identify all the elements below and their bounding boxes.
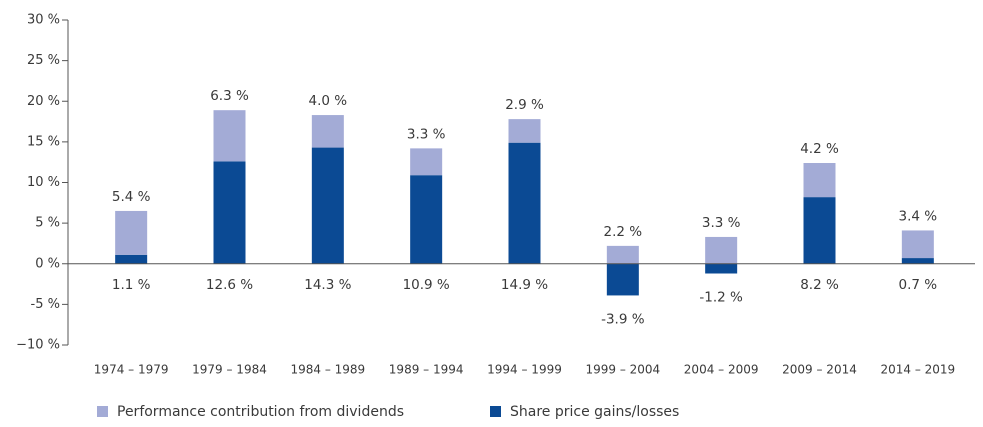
bar-segment — [705, 236, 738, 264]
x-tick-label: 2014 – 2019 — [880, 363, 955, 377]
legend-label: Share price gains/losses — [510, 404, 679, 420]
y-tick-label: 25 % — [27, 53, 60, 68]
x-tick-label: 2004 – 2009 — [684, 363, 759, 377]
x-tick-label: 2009 – 2014 — [782, 363, 857, 377]
value-label: 5.4 % — [112, 189, 151, 205]
value-label: 14.3 % — [304, 277, 351, 293]
value-label: 0.7 % — [899, 277, 938, 293]
value-label: 2.9 % — [505, 97, 544, 113]
y-tick-label: 15 % — [27, 134, 60, 149]
value-label: 4.2 % — [800, 141, 839, 157]
value-label: 1.1 % — [112, 277, 151, 293]
value-label: 8.2 % — [800, 277, 839, 293]
value-label: -1.2 % — [699, 290, 743, 306]
y-tick-label: 20 % — [27, 94, 60, 109]
bar-segment — [410, 175, 443, 264]
value-label: 3.3 % — [407, 126, 446, 142]
y-tick-label: 10 % — [27, 175, 60, 190]
bar-segment — [508, 119, 541, 143]
x-tick-label: 1984 – 1989 — [290, 363, 365, 377]
bar-segment — [901, 258, 934, 264]
value-label: 3.3 % — [702, 215, 741, 231]
value-label: -3.9 % — [601, 311, 645, 327]
x-tick-label: 1974 – 1979 — [94, 363, 169, 377]
bar-segment — [213, 110, 246, 162]
legend-label: Performance contribution from dividends — [117, 404, 404, 420]
bar-segment — [508, 142, 541, 264]
value-label: 4.0 % — [309, 93, 348, 109]
bar-segment — [115, 210, 148, 255]
y-tick-label: 5 % — [35, 216, 60, 231]
y-tick-label: -5 % — [31, 297, 60, 312]
bar-segment — [606, 263, 639, 296]
bar-segment — [115, 254, 148, 264]
y-tick-label: −10 % — [16, 338, 60, 353]
legend-swatch — [97, 406, 108, 417]
bar-segment — [803, 163, 836, 198]
value-label: 6.3 % — [210, 88, 249, 104]
x-tick-label: 1999 – 2004 — [585, 363, 660, 377]
bar-segment — [901, 230, 934, 259]
y-tick-label: 30 % — [27, 13, 60, 28]
bar-segment — [606, 245, 639, 264]
bar-segment — [803, 197, 836, 264]
x-tick-label: 1979 – 1984 — [192, 363, 267, 377]
x-tick-label: 1989 – 1994 — [389, 363, 464, 377]
y-tick-label: 0 % — [35, 256, 60, 271]
value-label: 3.4 % — [899, 208, 938, 224]
value-label: 2.2 % — [604, 224, 643, 240]
value-label: 10.9 % — [403, 277, 450, 293]
bar-segment — [410, 148, 443, 176]
value-label: 14.9 % — [501, 277, 548, 293]
bar-segment — [213, 161, 246, 264]
bar-segment — [311, 115, 344, 148]
bar-segment — [705, 263, 738, 274]
x-tick-label: 1994 – 1999 — [487, 363, 562, 377]
legend-swatch — [490, 406, 501, 417]
bar-segment — [311, 147, 344, 264]
value-label: 12.6 % — [206, 277, 253, 293]
